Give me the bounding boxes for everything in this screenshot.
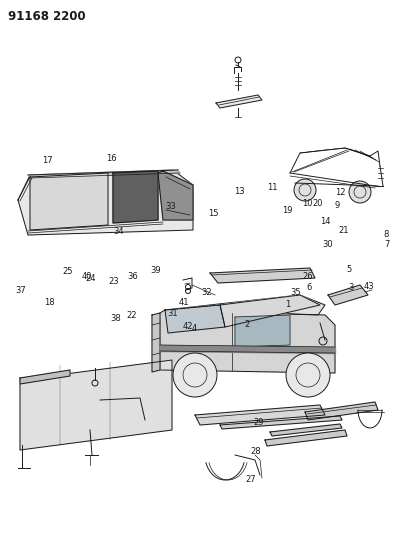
Polygon shape <box>18 170 193 235</box>
Text: 16: 16 <box>106 155 116 163</box>
Text: 3: 3 <box>348 284 354 292</box>
Polygon shape <box>160 310 335 373</box>
Polygon shape <box>220 295 320 327</box>
Text: 17: 17 <box>43 157 53 165</box>
Text: 1: 1 <box>284 301 290 309</box>
Polygon shape <box>210 268 315 283</box>
Text: 23: 23 <box>109 277 119 286</box>
Text: 28: 28 <box>251 448 261 456</box>
Polygon shape <box>328 285 368 305</box>
Polygon shape <box>158 171 193 220</box>
Text: 12: 12 <box>335 189 345 197</box>
Text: 7: 7 <box>384 240 390 248</box>
Polygon shape <box>216 95 262 108</box>
Text: 9: 9 <box>334 201 340 209</box>
Text: 15: 15 <box>208 209 219 217</box>
Text: 43: 43 <box>364 282 374 291</box>
Polygon shape <box>165 305 225 333</box>
Polygon shape <box>28 170 180 178</box>
Text: 37: 37 <box>16 286 26 295</box>
Circle shape <box>173 353 217 397</box>
Text: 10: 10 <box>302 199 312 208</box>
Polygon shape <box>220 416 342 429</box>
Polygon shape <box>195 405 325 425</box>
Polygon shape <box>165 295 325 315</box>
Text: 32: 32 <box>201 288 212 296</box>
Text: 36: 36 <box>127 272 138 280</box>
Text: 19: 19 <box>282 206 292 215</box>
Circle shape <box>294 179 316 201</box>
Text: 29: 29 <box>253 418 264 426</box>
Text: 20: 20 <box>313 199 323 208</box>
Text: 13: 13 <box>234 188 245 196</box>
Circle shape <box>286 353 330 397</box>
Polygon shape <box>30 173 108 230</box>
Polygon shape <box>270 424 342 436</box>
Text: 26: 26 <box>302 272 312 280</box>
Polygon shape <box>152 313 160 372</box>
Polygon shape <box>305 402 378 420</box>
Polygon shape <box>265 430 347 446</box>
Circle shape <box>349 181 371 203</box>
Text: 40: 40 <box>82 272 92 280</box>
Text: 35: 35 <box>290 288 300 296</box>
Text: 91168 2200: 91168 2200 <box>8 10 86 23</box>
Text: 30: 30 <box>323 240 333 248</box>
Text: 14: 14 <box>320 217 330 225</box>
Text: 25: 25 <box>63 268 73 276</box>
Polygon shape <box>20 370 70 384</box>
Polygon shape <box>235 315 290 347</box>
Text: 24: 24 <box>86 274 96 282</box>
Text: 38: 38 <box>111 314 121 323</box>
Text: 39: 39 <box>150 266 161 275</box>
Text: 5: 5 <box>346 265 352 273</box>
Text: 4: 4 <box>192 325 198 333</box>
Text: 34: 34 <box>114 228 124 236</box>
Text: 27: 27 <box>245 475 256 484</box>
Polygon shape <box>113 171 158 223</box>
Text: 41: 41 <box>179 298 190 307</box>
Text: 2: 2 <box>244 320 249 328</box>
Text: 22: 22 <box>126 311 137 320</box>
Text: 8: 8 <box>383 230 389 239</box>
Text: 42: 42 <box>182 322 193 330</box>
Polygon shape <box>20 360 172 450</box>
Text: 6: 6 <box>306 284 312 292</box>
Text: 33: 33 <box>166 203 176 211</box>
Text: 18: 18 <box>45 298 55 307</box>
Text: 11: 11 <box>267 183 277 192</box>
Text: 21: 21 <box>339 226 349 235</box>
Text: 31: 31 <box>167 309 178 318</box>
